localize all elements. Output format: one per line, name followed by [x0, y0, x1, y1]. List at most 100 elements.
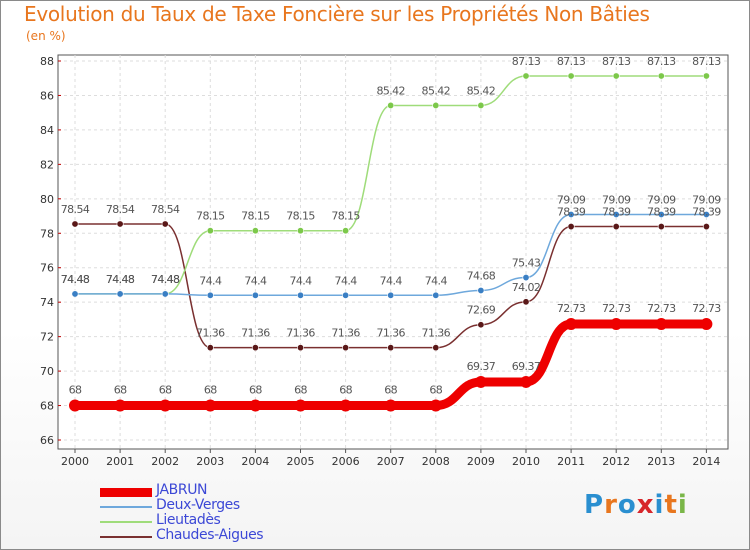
data-point [384, 399, 397, 412]
data-label: 79.09 [557, 193, 586, 206]
data-label: 72.69 [467, 304, 496, 317]
data-point [520, 375, 532, 388]
logo-letter: o [617, 490, 637, 520]
y-tick-label: 82 [40, 158, 54, 171]
data-label: 71.36 [376, 327, 405, 340]
data-label: 78.15 [286, 210, 315, 223]
data-point [206, 227, 214, 235]
data-point [249, 399, 262, 412]
data-point [474, 375, 487, 388]
data-point [567, 72, 575, 80]
data-point [565, 318, 578, 331]
data-point [342, 291, 350, 299]
y-tick-label: 84 [40, 124, 54, 137]
data-label: 79.09 [602, 193, 631, 206]
data-label: 79.09 [647, 193, 676, 206]
data-label: 74.4 [244, 274, 267, 287]
data-point [114, 399, 127, 412]
data-point [610, 318, 623, 331]
data-point [702, 210, 710, 218]
x-tick-label: 2008 [422, 455, 450, 468]
data-label: 74.48 [61, 273, 90, 286]
data-point [251, 227, 259, 235]
legend-item-jabrun: JABRUN [100, 482, 360, 500]
y-tick-label: 88 [40, 55, 54, 68]
data-point [432, 344, 440, 352]
legend-item-lieutadès: Lieutadès [100, 512, 360, 530]
data-point [206, 291, 214, 299]
data-point [342, 344, 350, 352]
data-label: 78.39 [557, 206, 586, 219]
data-label: 79.09 [692, 193, 721, 206]
legend-item-deux-verges: Deux-Verges [100, 497, 360, 515]
data-label: 74.4 [199, 274, 222, 287]
data-point [702, 223, 710, 231]
data-label: 87.13 [692, 55, 721, 68]
data-point [567, 210, 575, 218]
y-tick-label: 76 [40, 262, 54, 275]
data-label: 72.73 [557, 302, 586, 315]
data-label: 69.37 [467, 360, 496, 373]
y-tick-label: 80 [40, 193, 54, 206]
series-line-lieutadès [74, 75, 708, 295]
logo-letter: x [636, 490, 655, 520]
data-point [159, 399, 172, 412]
data-label: 68 [69, 384, 82, 397]
data-point [567, 223, 575, 231]
x-tick-label: 2011 [557, 455, 585, 468]
data-label: 87.13 [557, 55, 586, 68]
data-point [116, 220, 124, 228]
y-tick-label: 66 [40, 434, 54, 447]
x-tick-label: 2013 [647, 455, 675, 468]
x-tick-label: 2010 [512, 455, 540, 468]
data-label: 85.42 [422, 84, 451, 97]
data-point [522, 72, 530, 80]
x-tick-label: 2012 [602, 455, 630, 468]
data-point [116, 290, 124, 298]
data-label: 68 [114, 384, 127, 397]
legend-label: JABRUN [156, 482, 208, 498]
data-point [251, 291, 259, 299]
data-point [657, 223, 665, 231]
unit-label: (en %) [26, 29, 66, 43]
data-label: 85.42 [467, 84, 496, 97]
data-label: 74.4 [335, 274, 358, 287]
data-point [296, 227, 304, 235]
data-point [69, 399, 81, 412]
data-label: 78.39 [647, 206, 676, 219]
data-point [522, 274, 530, 282]
data-point [429, 399, 442, 412]
data-point [204, 399, 217, 412]
y-tick-label: 68 [40, 400, 54, 413]
x-tick-label: 2002 [151, 455, 179, 468]
series-line-jabrun [70, 319, 711, 411]
data-label: 78.39 [692, 206, 721, 219]
data-label: 74.4 [380, 274, 403, 287]
data-label: 74.48 [106, 273, 135, 286]
series-line-deux-verges [74, 213, 708, 297]
data-label: 74.48 [61, 273, 90, 286]
data-point [296, 291, 304, 299]
y-tick-label: 74 [40, 296, 54, 309]
x-tick-label: 2005 [287, 455, 315, 468]
data-point [657, 72, 665, 80]
data-point [655, 318, 668, 331]
data-label: 72.73 [602, 302, 631, 315]
data-label: 74.48 [151, 273, 180, 286]
legend-label: Chaudes-Aigues [156, 527, 264, 543]
data-point [387, 344, 395, 352]
data-label: 72.73 [647, 302, 676, 315]
data-point [612, 210, 620, 218]
data-point [387, 291, 395, 299]
data-point [296, 344, 304, 352]
data-point [612, 223, 620, 231]
y-tick-label: 72 [40, 331, 54, 344]
data-point [71, 290, 79, 298]
data-label: 78.15 [196, 210, 225, 223]
logo-letter: i [677, 490, 688, 520]
logo-letter: t [664, 490, 678, 520]
data-point [387, 101, 395, 109]
data-label: 69.37 [512, 360, 541, 373]
data-point [161, 220, 169, 228]
